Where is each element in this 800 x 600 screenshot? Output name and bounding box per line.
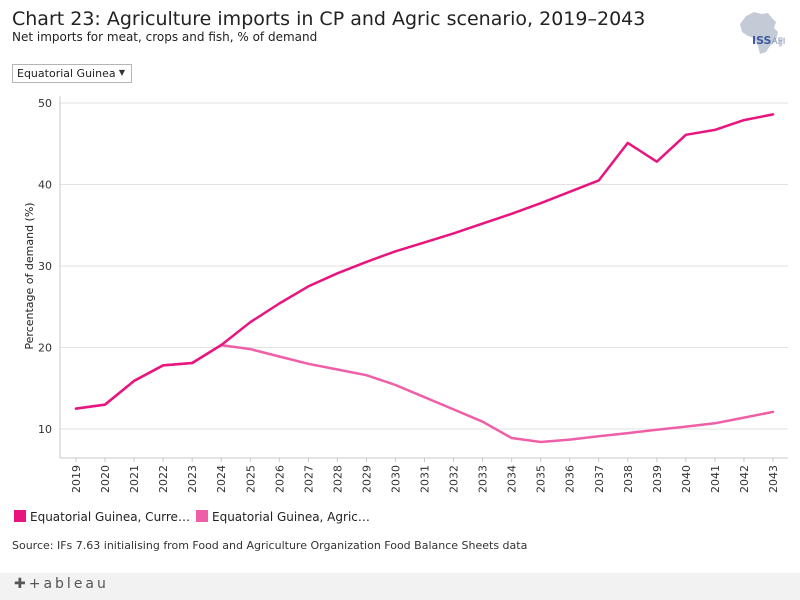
tableau-logo[interactable]: ✚+ableau [14,576,109,592]
chart-title: Chart 23: Agriculture imports in CP and … [12,8,646,30]
x-tick-label: 2034 [506,465,519,493]
tableau-cross-icon: ✚ [14,576,29,592]
x-tick-label: 2032 [448,465,461,493]
series-lines [74,113,775,444]
x-tick-label: 2028 [331,465,344,493]
x-tick-label: 2039 [651,465,664,493]
x-tick-label: 2021 [128,465,141,493]
legend-item-current-path[interactable]: Equatorial Guinea, Curre… [14,510,190,524]
series-line-agric[interactable] [74,343,775,444]
x-tick-label: 2043 [767,465,780,493]
source-note: Source: IFs 7.63 initialising from Food … [12,539,528,552]
x-tick-label: 2025 [244,465,257,493]
x-tick-label: 2036 [564,465,577,493]
footer-bar [0,573,800,600]
caret-down-icon: ▼ [118,68,125,77]
x-tick-label: 2037 [593,465,606,493]
x-tick-label: 2020 [99,465,112,493]
chart-subtitle: Net imports for meat, crops and fish, % … [12,30,318,44]
legend-item-agric[interactable]: Equatorial Guinea, Agric… [196,510,370,524]
x-axis-ticks: 2019 2020 2021 2022 2023 2024 2025 2026 2027 2028… [70,458,780,493]
y-axis-label: Percentage of demand (%) [23,202,36,349]
country-dropdown[interactable]: Equatorial Guinea ▼ [12,64,132,83]
x-tick-label: 2019 [70,465,83,493]
series-line-current-path[interactable] [74,113,775,410]
legend-swatch-agric [196,510,208,522]
x-tick-label: 2022 [157,465,170,493]
x-tick-label: 2033 [477,465,490,493]
country-dropdown-value: Equatorial Guinea [17,67,116,80]
y-tick-label: 30 [38,260,52,273]
y-axis-ticks: 10 20 30 40 50 [38,97,52,436]
x-tick-label: 2027 [302,465,315,493]
x-tick-label: 2042 [738,465,751,493]
legend-label-current-path: Equatorial Guinea, Curre… [30,510,190,524]
africa-logo-icon [740,12,783,54]
y-tick-label: 20 [38,342,52,355]
x-tick-label: 2040 [680,465,693,493]
x-tick-label: 2038 [622,465,635,493]
x-tick-label: 2035 [535,465,548,493]
legend-label-agric: Equatorial Guinea, Agric… [212,510,370,524]
x-tick-label: 2029 [360,465,373,493]
x-tick-label: 2023 [186,465,199,493]
x-tick-label: 2024 [215,465,228,493]
x-tick-label: 2030 [389,465,402,493]
x-tick-label: 2031 [419,465,432,493]
y-tick-label: 50 [38,97,52,110]
x-tick-label: 2026 [273,465,286,493]
y-tick-label: 40 [38,179,52,192]
iss-logo-text: ISSAFI [752,34,786,47]
gridlines [60,102,788,430]
legend-swatch-current-path [14,510,26,522]
x-tick-label: 2041 [709,465,722,493]
y-tick-label: 10 [38,423,52,436]
